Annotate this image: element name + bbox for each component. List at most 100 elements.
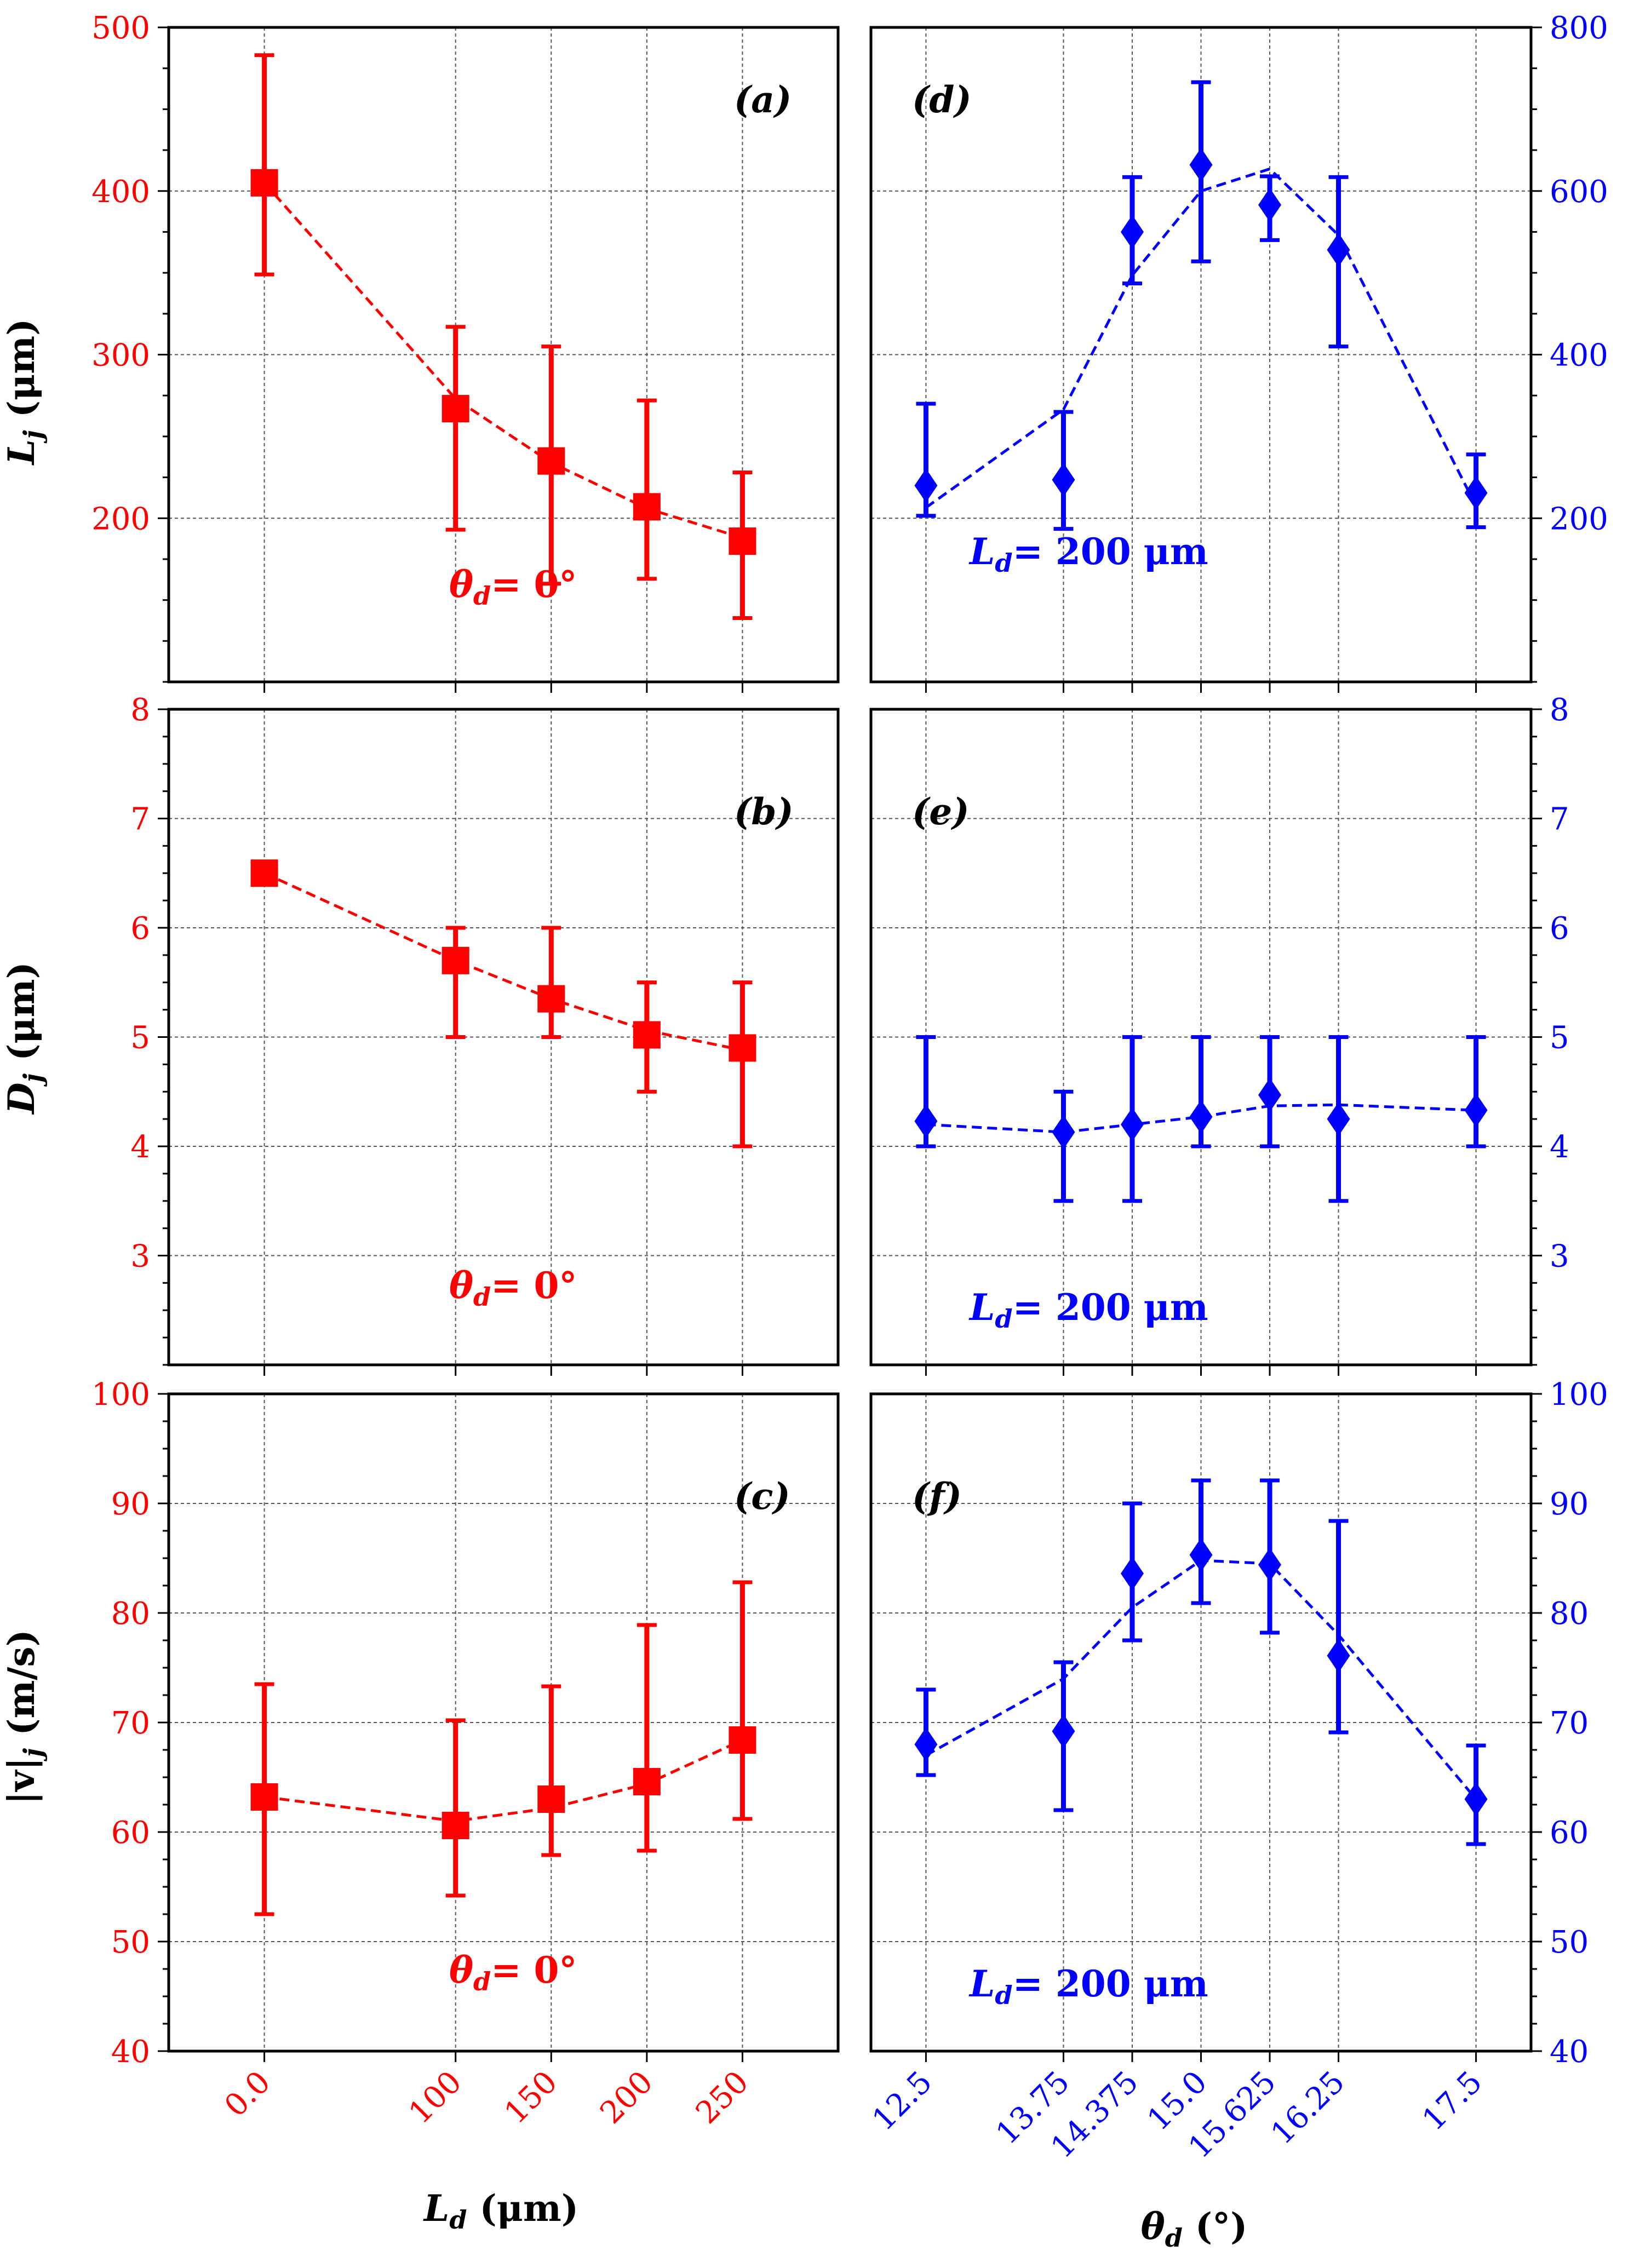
- annotation-rest: = 0°: [491, 1264, 577, 1307]
- annotation-sub: d: [995, 1980, 1012, 2010]
- y-tick-label: 50: [1550, 1925, 1589, 1960]
- y-tick-label: 60: [1550, 1815, 1589, 1851]
- data-point: [250, 169, 278, 197]
- y-tick-label: 3: [130, 1239, 150, 1274]
- y-tick-label: 6: [130, 911, 150, 946]
- panel-label: (d): [912, 78, 972, 121]
- y-tick-label: 600: [1550, 174, 1608, 210]
- panel-annotation: Ld= 200 μm: [968, 1962, 1208, 2010]
- data-point: [1464, 1782, 1488, 1816]
- data-point: [1258, 1078, 1282, 1112]
- panel-annotation: θd= 0°: [449, 1949, 577, 1996]
- data-point: [537, 985, 565, 1013]
- data-point: [1120, 1107, 1144, 1142]
- panel-label: (a): [734, 78, 792, 121]
- xlabel-left: Ld (μm): [423, 2187, 578, 2235]
- y-tick-label: 70: [1550, 1706, 1589, 1741]
- data-point: [537, 447, 565, 475]
- fit-line: [264, 1738, 743, 1823]
- ylabel-b: Dj (μm): [0, 962, 48, 1115]
- data-point: [1052, 1115, 1075, 1150]
- y-tick-label: 70: [111, 1706, 150, 1741]
- y-tick-label: 5: [130, 1020, 150, 1056]
- x-tick-label: 100: [402, 2064, 469, 2131]
- data-point: [914, 1727, 938, 1761]
- panel-label: (f): [912, 1475, 962, 1518]
- data-point: [1120, 1557, 1144, 1591]
- xlabel-right: θd (°): [1141, 2205, 1248, 2253]
- data-point: [1258, 188, 1282, 222]
- panel-annotation: Ld= 200 μm: [968, 1286, 1208, 1334]
- x-tick-label: 16.25: [1264, 2064, 1351, 2151]
- fit-line: [263, 182, 743, 539]
- panel-d: 200 400 600 800 (d) Ld= 200 μm: [869, 10, 1608, 693]
- y-tick-label: 90: [1550, 1486, 1589, 1522]
- data-point: [1052, 463, 1075, 497]
- y-tick-label: 400: [91, 174, 150, 210]
- data-point: [729, 527, 756, 555]
- x-tick-label: 0.0: [218, 2064, 278, 2124]
- panel-annotation: θd= 0°: [449, 1264, 577, 1312]
- annotation-sub: d: [995, 1304, 1012, 1334]
- data-point: [1120, 215, 1144, 249]
- annotation-var: θ: [449, 1264, 473, 1307]
- y-tick-label: 4: [130, 1129, 150, 1165]
- y-tick-label: 100: [91, 1377, 150, 1413]
- annotation-rest: = 200 μm: [1013, 1286, 1208, 1329]
- annotation-sub: d: [473, 581, 491, 611]
- y-tick-label: 200: [91, 501, 150, 537]
- y-tick-label: 60: [111, 1815, 150, 1851]
- ylabel-a: Lj (μm): [0, 319, 48, 466]
- data-point: [729, 1726, 756, 1754]
- fit-line: [925, 167, 1477, 509]
- y-tick-label: 8: [1550, 692, 1569, 728]
- data-point: [1189, 147, 1213, 182]
- axis-labels: Lj (μm) Dj (μm) |v|j (m/s) Ld (μm) θd (°…: [0, 319, 1247, 2253]
- data-point: [1052, 1714, 1075, 1748]
- panel-c: 40 50 60 70 80 90 100 0.0 100 150 200 250 (c) θd= 0°: [91, 1377, 840, 2131]
- annotation-var: L: [968, 1962, 995, 2005]
- y-tick-label: 40: [1550, 2034, 1589, 2070]
- panel-label: (e): [912, 790, 969, 833]
- fit-line: [263, 872, 743, 1052]
- data-point: [250, 859, 278, 887]
- y-tick-label: 300: [91, 338, 150, 374]
- x-tick-label: 250: [689, 2064, 756, 2131]
- y-tick-label: 7: [1550, 802, 1569, 837]
- panel-e: 3 4 5 6 7 8 (e) Ld= 200 μm: [869, 692, 1569, 1376]
- y-tick-label: 200: [1550, 501, 1608, 537]
- panel-annotation: Ld= 200 μm: [968, 530, 1208, 578]
- data-point: [914, 1104, 938, 1139]
- panel-a: 200 300 400 500 (a) θd= 0°: [91, 10, 840, 693]
- panel-label: (c): [734, 1475, 790, 1518]
- annotation-sub: d: [473, 1282, 491, 1312]
- data-point: [1464, 1093, 1488, 1128]
- data-point: [1258, 1548, 1282, 1582]
- data-point: [442, 946, 469, 974]
- data-point: [633, 1768, 661, 1795]
- data-point: [1327, 1639, 1350, 1673]
- y-tick-label: 40: [111, 2034, 150, 2070]
- y-tick-label: 400: [1550, 338, 1608, 374]
- annotation-rest: = 0°: [491, 563, 577, 606]
- panel-label: (b): [734, 790, 794, 833]
- data-point: [729, 1034, 756, 1062]
- y-tick-label: 3: [1550, 1239, 1569, 1274]
- y-tick-label: 5: [1550, 1020, 1569, 1056]
- data-point: [442, 395, 469, 423]
- y-tick-label: 8: [130, 692, 150, 728]
- panel-annotation: θd= 0°: [449, 563, 577, 611]
- y-tick-label: 100: [1550, 1377, 1608, 1413]
- ylabel-c: |v|j (m/s): [0, 1629, 48, 1805]
- y-tick-label: 80: [1550, 1596, 1589, 1632]
- x-tick-label: 150: [498, 2064, 565, 2131]
- annotation-var: L: [968, 530, 995, 573]
- data-point: [537, 1785, 565, 1813]
- annotation-rest: = 0°: [491, 1949, 577, 1991]
- data-point: [1189, 1100, 1213, 1134]
- data-point: [914, 468, 938, 503]
- y-tick-label: 500: [91, 10, 150, 46]
- annotation-var: θ: [449, 1949, 473, 1991]
- y-tick-label: 50: [111, 1925, 150, 1960]
